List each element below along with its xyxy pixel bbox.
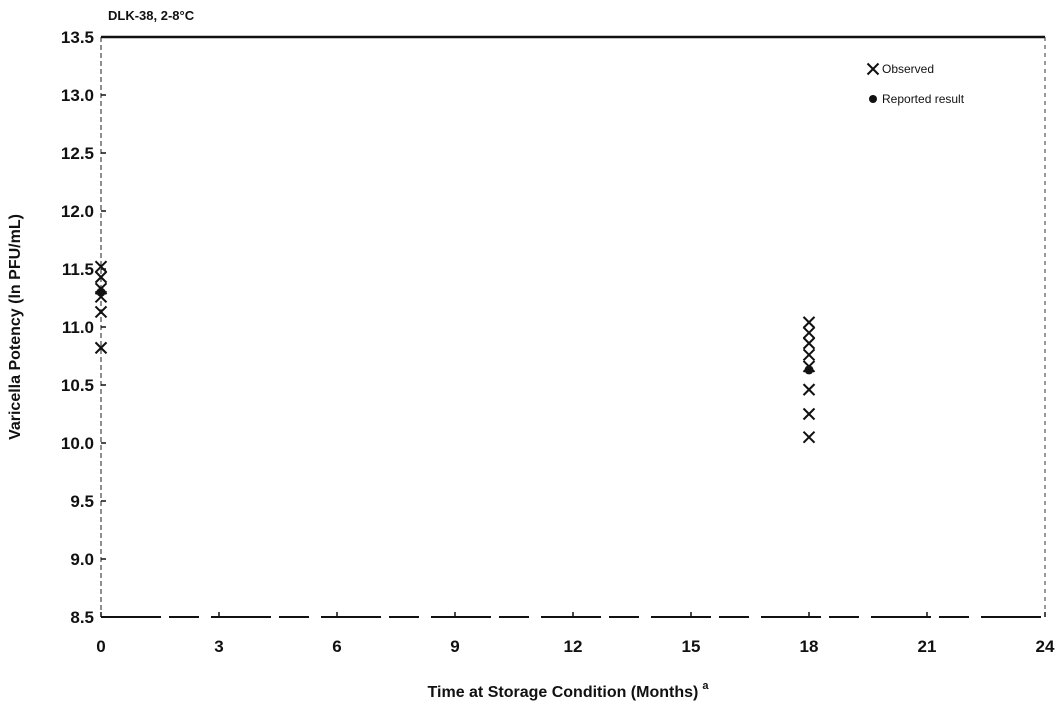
legend-observed-marker [866, 62, 880, 76]
data-points [94, 260, 816, 444]
x-axis-title: Time at Storage Condition (Months) a [428, 680, 710, 701]
x-tick-label: 24 [1036, 637, 1055, 656]
y-tick-label: 12.0 [61, 202, 94, 221]
y-tick-label: 9.0 [70, 550, 94, 569]
y-axis: 8.5 9.0 9.5 10.0 10.5 11.0 11.5 12.0 12.5 13.0 13.… [61, 28, 106, 627]
observed-point [802, 337, 816, 350]
observed-point [802, 430, 816, 444]
y-tick-label: 8.5 [70, 608, 94, 627]
x-tick-label: 0 [96, 637, 105, 656]
observed-point [802, 316, 816, 329]
observed-point [802, 407, 816, 421]
x-tick-label: 18 [800, 637, 819, 656]
observed-point [94, 270, 108, 284]
observed-point [802, 348, 816, 362]
reported-result-point [96, 287, 106, 297]
x-tick-label: 21 [918, 637, 937, 656]
y-tick-label: 10.5 [61, 376, 94, 395]
legend-reported-marker [869, 95, 877, 103]
x-axis-title-superscript: a [702, 680, 709, 692]
y-tick-label: 9.5 [70, 492, 94, 511]
observed-point [802, 326, 816, 340]
reported-result-point [804, 365, 814, 375]
observed-point [802, 383, 816, 396]
legend-observed-label: Observed [882, 62, 934, 76]
y-tick-label: 13.5 [61, 28, 94, 47]
x-tick-label: 3 [214, 637, 223, 656]
x-tick-label: 6 [332, 637, 341, 656]
legend: Observed Reported result [866, 62, 965, 106]
legend-observed-x-icon [866, 62, 880, 76]
x-tick-label: 9 [450, 637, 459, 656]
x-tick-label: 12 [564, 637, 583, 656]
chart-title: DLK-38, 2-8°C [108, 8, 195, 23]
y-tick-label: 10.0 [61, 434, 94, 453]
x-axis: 0 3 6 9 12 15 18 21 24 [96, 612, 1055, 656]
y-tick-label: 11.0 [62, 318, 94, 337]
x-tick-label: 15 [682, 637, 701, 656]
y-tick-label: 11.5 [62, 260, 94, 279]
observed-point [94, 305, 108, 319]
y-tick-label: 12.5 [61, 144, 94, 163]
legend-reported-label: Reported result [882, 92, 965, 106]
observed-point [94, 260, 108, 273]
y-tick-label: 13.0 [61, 86, 94, 105]
x-axis-title-text: Time at Storage Condition (Months) [428, 684, 699, 701]
y-axis-title: Varicella Potency (ln PFU/mL) [7, 214, 24, 440]
observed-point [94, 341, 108, 355]
